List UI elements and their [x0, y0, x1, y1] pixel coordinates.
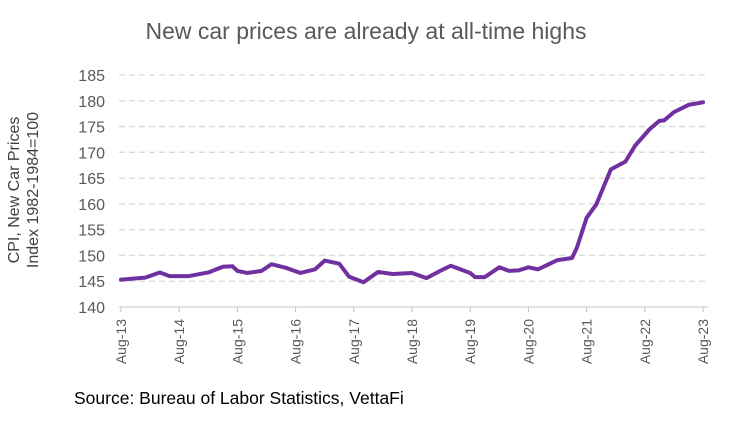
- x-tick-label: Aug-23: [695, 319, 711, 364]
- x-tick-label: Aug-17: [346, 319, 362, 364]
- x-tick-label: Aug-19: [462, 319, 478, 364]
- y-tick-label: 140: [78, 300, 105, 317]
- y-tick-label: 145: [78, 274, 105, 291]
- y-tick-label: 180: [78, 94, 105, 111]
- y-tick-label: 185: [78, 68, 105, 85]
- y-tick-label: 160: [78, 197, 105, 214]
- y-tick-label: 155: [78, 223, 105, 240]
- y-tick-label: 165: [78, 171, 105, 188]
- chart-title: New car prices are already at all-time h…: [145, 18, 587, 44]
- x-tick-label: Aug-13: [113, 319, 129, 364]
- x-tick-label: Aug-21: [579, 319, 595, 364]
- series-line: [119, 100, 705, 285]
- x-tick-label: Aug-22: [637, 319, 653, 364]
- y-tick-label: 175: [78, 120, 105, 137]
- y-tick-label: 170: [78, 145, 105, 162]
- x-tick-label: Aug-16: [288, 319, 304, 364]
- y-tick-label: 150: [78, 248, 105, 265]
- x-tick-label: Aug-20: [520, 319, 536, 364]
- x-tick-label: Aug-14: [171, 319, 187, 364]
- source-note: Source: Bureau of Labor Statistics, Vett…: [74, 388, 404, 408]
- x-tick-label: Aug-15: [229, 319, 245, 364]
- x-tick-label: Aug-18: [404, 319, 420, 364]
